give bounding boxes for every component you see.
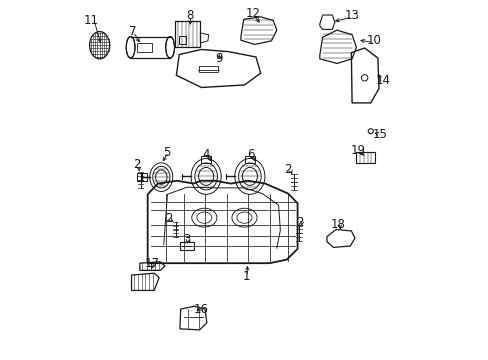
Text: 14: 14 [375, 74, 390, 87]
Text: 2: 2 [284, 163, 291, 176]
Text: 18: 18 [330, 218, 345, 231]
Text: 12: 12 [245, 8, 261, 21]
Bar [201, 156, 210, 163]
Text: 3: 3 [183, 233, 190, 246]
Text: 13: 13 [344, 9, 359, 22]
Text: 2: 2 [296, 216, 303, 229]
Text: 10: 10 [366, 34, 381, 48]
Text: 8: 8 [185, 9, 193, 22]
Bar [137, 43, 152, 51]
Ellipse shape [126, 37, 135, 58]
Text: 11: 11 [84, 14, 99, 27]
Text: 17: 17 [144, 257, 160, 270]
Text: 16: 16 [193, 303, 208, 316]
Text: 9: 9 [215, 51, 222, 64]
Text: 2: 2 [164, 212, 172, 225]
Bar [356, 152, 374, 163]
Text: 5: 5 [163, 145, 170, 158]
Text: 1: 1 [242, 270, 249, 283]
Text: 15: 15 [372, 127, 386, 141]
Bar [174, 22, 200, 47]
Text: 2: 2 [133, 158, 141, 171]
Text: 7: 7 [128, 25, 136, 38]
Text: 19: 19 [350, 144, 366, 157]
Ellipse shape [165, 37, 174, 58]
Text: 4: 4 [202, 148, 209, 161]
Bar [198, 66, 218, 72]
Bar [178, 36, 186, 44]
Text: 6: 6 [247, 148, 254, 161]
Bar [180, 242, 193, 250]
Bar [244, 156, 254, 163]
Bar [137, 173, 147, 181]
